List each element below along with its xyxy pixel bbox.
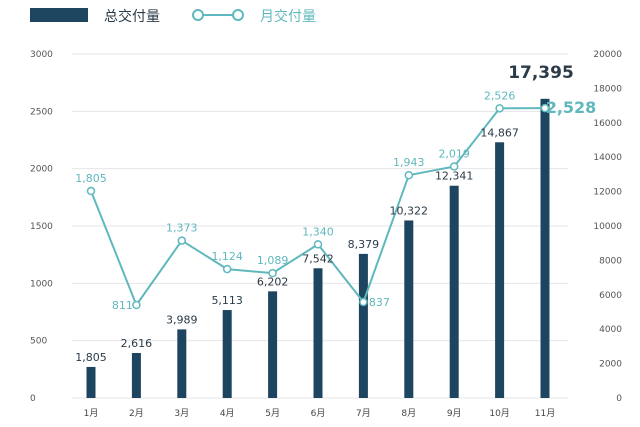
bar: [268, 291, 278, 398]
line-point: [313, 240, 323, 249]
left-axis-tick: 1500: [30, 222, 53, 232]
x-axis-tick: 4月: [220, 408, 235, 419]
line-label: 1,805: [75, 172, 107, 185]
line-point: [222, 264, 232, 274]
right-axis-tick: 18000: [593, 84, 622, 94]
x-axis-tick: 3月: [174, 408, 189, 419]
legend-line-marker: [232, 9, 244, 21]
bar: [86, 366, 96, 398]
bar: [358, 253, 368, 398]
line-point: [404, 170, 414, 180]
x-axis-tick: 5月: [265, 408, 280, 419]
left-axis-tick: 2000: [30, 165, 53, 175]
x-axis-tick: 9月: [447, 408, 462, 419]
legend-bar-label: 总交付量: [104, 8, 160, 25]
left-axis-tick: 0: [30, 394, 36, 404]
line-label: 1,124: [211, 250, 243, 263]
line-point: [177, 236, 187, 245]
right-axis-tick: 2000: [599, 360, 622, 370]
line-label: 1,373: [166, 222, 198, 235]
bar-label: 3,989: [166, 313, 198, 326]
line-label: 837: [369, 296, 390, 309]
x-axis-tick: 1月: [84, 408, 99, 419]
right-axis-tick: 10000: [593, 222, 622, 232]
line-point: [540, 103, 550, 113]
bar: [404, 220, 414, 398]
bar: [177, 329, 187, 398]
bar: [495, 142, 505, 398]
bar-label: 5,113: [211, 294, 243, 307]
bar-label: 1,805: [75, 351, 107, 364]
line-label: 2,526: [484, 89, 516, 102]
bar-label: 6,202: [257, 275, 289, 288]
bar-label: 10,322: [390, 204, 429, 217]
legend-bar-swatch: [30, 8, 88, 22]
right-axis-tick: 14000: [593, 153, 622, 163]
bar: [313, 268, 323, 398]
right-axis-tick: 4000: [599, 325, 622, 335]
line-label: 1,943: [393, 156, 425, 169]
x-axis-tick: 7月: [356, 408, 371, 419]
bar-label: 12,341: [435, 170, 474, 183]
right-axis-tick: 0: [616, 394, 622, 404]
line-label: 2,528: [546, 98, 597, 117]
line-label: 811: [112, 299, 133, 312]
bar: [449, 185, 459, 398]
line-point: [495, 104, 504, 113]
bar-label: 14,867: [480, 126, 519, 139]
x-axis-tick: 6月: [311, 408, 326, 419]
line-point: [132, 300, 141, 310]
line-label: 2,019: [438, 147, 470, 160]
x-axis-tick: 11月: [535, 408, 555, 419]
bar: [222, 310, 232, 398]
right-axis-tick: 12000: [593, 188, 622, 198]
bar-label: 7,542: [302, 252, 334, 265]
line-point: [449, 162, 459, 171]
line-point: [86, 186, 96, 196]
bar: [540, 98, 550, 398]
x-axis-tick: 2月: [129, 408, 144, 419]
left-axis-tick: 1000: [30, 279, 53, 289]
bar: [131, 353, 141, 398]
line-label: 1,340: [302, 225, 334, 238]
legend: 总交付量 月交付量: [30, 8, 316, 25]
line-point: [359, 297, 368, 307]
legend-line-label: 月交付量: [260, 8, 316, 25]
x-axis-tick: 10月: [489, 408, 509, 419]
right-axis-tick: 16000: [593, 119, 622, 129]
left-axis-tick: 500: [30, 337, 47, 347]
bar-label: 17,395: [508, 63, 574, 83]
bar-label: 8,379: [348, 238, 380, 251]
right-axis-tick: 6000: [599, 291, 622, 301]
right-axis-tick: 8000: [599, 256, 622, 266]
right-axis-tick: 20000: [593, 50, 622, 60]
left-axis-tick: 2500: [30, 107, 53, 117]
line-point: [268, 268, 277, 278]
line-label: 1,089: [257, 254, 289, 267]
left-axis-tick: 3000: [30, 50, 53, 60]
bar-label: 2,616: [121, 337, 153, 350]
legend-line-marker: [192, 9, 204, 21]
x-axis-tick: 8月: [401, 408, 416, 419]
